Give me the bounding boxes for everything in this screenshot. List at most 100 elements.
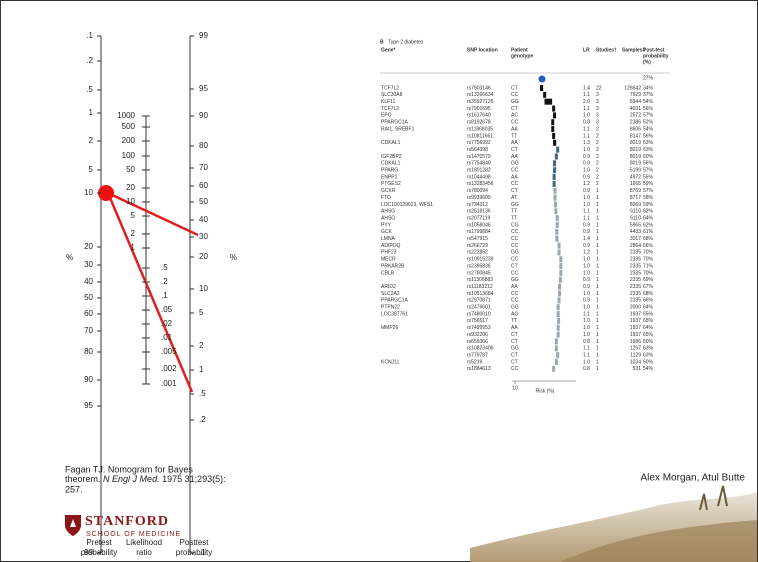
table-cell: rs2395836 bbox=[467, 263, 491, 269]
table-cell: FTO bbox=[381, 195, 391, 201]
table-cell: 1.0 bbox=[583, 332, 590, 338]
table-cell: rs7901695 bbox=[467, 106, 491, 112]
table-cell: KLF11 bbox=[381, 99, 396, 105]
lr-tick-label: .005 bbox=[161, 347, 177, 356]
risk-step bbox=[553, 140, 556, 146]
lr-tick-label: 50 bbox=[126, 165, 135, 174]
table-cell: 1 bbox=[596, 359, 599, 365]
table-cell: 1 bbox=[596, 209, 599, 215]
table-cell: rs7499953 bbox=[467, 325, 491, 331]
lr-tick-label: .01 bbox=[161, 333, 173, 342]
table-cell: 8019 bbox=[630, 140, 641, 146]
risk-step bbox=[545, 99, 553, 105]
table-cell: 2 bbox=[596, 181, 599, 187]
table-cell: 6944 bbox=[630, 99, 641, 105]
table-cell: 1 bbox=[596, 305, 599, 311]
table-cell: 1 bbox=[596, 339, 599, 345]
table-cell: 1 bbox=[596, 291, 599, 297]
lr-tick-label: 100 bbox=[122, 151, 136, 160]
table-cell: 65% bbox=[643, 332, 654, 338]
table-cell: 1 bbox=[596, 195, 599, 201]
lr-tick-label: 1000 bbox=[117, 111, 135, 120]
table-cell: CDKAL1 bbox=[381, 140, 401, 146]
pretest-tick-label: 40 bbox=[84, 277, 93, 286]
table-cell: CT bbox=[511, 332, 518, 338]
table-cell: 1034 bbox=[630, 359, 641, 365]
table-cell: 8717 bbox=[630, 195, 641, 201]
table-cell: 57% bbox=[643, 168, 654, 174]
table-cell: CC bbox=[511, 298, 519, 304]
panel-title: Type 2 diabetes bbox=[388, 39, 424, 45]
table-cell: KCNJ11 bbox=[381, 359, 399, 365]
table-cell: CC bbox=[511, 229, 519, 235]
table-cell: AA bbox=[511, 126, 518, 132]
table-cell: 1.0 bbox=[583, 113, 590, 119]
table-cell: 2.0 bbox=[583, 99, 590, 105]
lr-tick-label: 500 bbox=[122, 122, 136, 131]
table-cell: 4972 bbox=[630, 174, 641, 180]
lr-tick-label: 10 bbox=[126, 197, 135, 206]
risk-step bbox=[555, 345, 558, 351]
column-header: (%) bbox=[643, 59, 651, 65]
risk-step bbox=[559, 263, 562, 269]
table-cell: TT bbox=[511, 318, 517, 324]
table-cell: rs1884613 bbox=[467, 366, 491, 372]
posttest-tick-label: .2 bbox=[199, 415, 206, 424]
risk-step bbox=[552, 133, 555, 139]
lr-tick-label: .5 bbox=[161, 263, 168, 272]
risk-step bbox=[553, 181, 556, 187]
table-cell: 70% bbox=[643, 250, 654, 256]
table-cell: CT bbox=[511, 339, 518, 345]
risk-step bbox=[555, 229, 558, 235]
table-cell: PTGES2 bbox=[381, 181, 401, 187]
table-cell: rs1470579 bbox=[467, 154, 491, 160]
table-cell: GG bbox=[511, 277, 519, 283]
table-cell: 65% bbox=[643, 311, 654, 317]
table-cell: 1.1 bbox=[583, 346, 590, 352]
table-cell: 54% bbox=[643, 126, 654, 132]
table-cell: rs779787 bbox=[467, 352, 488, 358]
table-cell: 1937 bbox=[630, 325, 641, 331]
lr-tick-label: .001 bbox=[161, 379, 177, 388]
risk-step bbox=[552, 366, 555, 372]
table-cell: AA bbox=[511, 140, 518, 146]
table-cell: 67% bbox=[643, 284, 654, 290]
table-cell: CBLB bbox=[381, 270, 395, 276]
posttest-tick-label: 50 bbox=[199, 197, 208, 206]
table-cell: CC bbox=[511, 243, 519, 249]
risk-step bbox=[559, 256, 562, 262]
table-cell: 2335 bbox=[630, 291, 641, 297]
posttest-tick-label: 30 bbox=[199, 232, 208, 241]
posttest-tick-label: .5 bbox=[199, 389, 206, 398]
table-cell: 1.1 bbox=[583, 352, 590, 358]
citation: theorem. N Engl J Med. 1975 31;293(5): bbox=[65, 474, 226, 484]
lr-tick-label: 5 bbox=[131, 211, 136, 220]
table-cell: 1.0 bbox=[583, 202, 590, 208]
table-cell: 71% bbox=[643, 263, 654, 269]
table-cell: CT bbox=[511, 188, 518, 194]
risk-step bbox=[554, 195, 557, 201]
column-header: Gene* bbox=[381, 47, 396, 53]
table-cell: rs1617640 bbox=[467, 113, 491, 119]
lr-tick-label: 20 bbox=[126, 183, 135, 192]
table-cell: 66% bbox=[643, 298, 654, 304]
pretest-tick-label: 80 bbox=[84, 347, 93, 356]
table-cell: 1.0 bbox=[583, 325, 590, 331]
pretest-tick-label: .2 bbox=[86, 56, 93, 65]
risk-step bbox=[556, 222, 559, 228]
table-cell: CC bbox=[511, 181, 519, 187]
lr-tick-label: .002 bbox=[161, 364, 177, 373]
table-cell: 8606 bbox=[630, 126, 641, 132]
table-cell: SLC2A2 bbox=[381, 291, 400, 297]
table-cell: AA bbox=[511, 325, 518, 331]
table-cell: 65% bbox=[643, 318, 654, 324]
table-cell: 62% bbox=[643, 209, 654, 215]
table-cell: 57% bbox=[643, 188, 654, 194]
citation-journal: N Engl J Med. bbox=[103, 474, 160, 484]
table-cell: CT bbox=[511, 352, 518, 358]
pretest-tick-label: .5 bbox=[86, 85, 93, 94]
table-cell: 1686 bbox=[630, 339, 641, 345]
table-cell: 22 bbox=[596, 85, 602, 91]
table-cell: TT bbox=[511, 133, 517, 139]
table-cell: LOC387761 bbox=[381, 311, 408, 317]
